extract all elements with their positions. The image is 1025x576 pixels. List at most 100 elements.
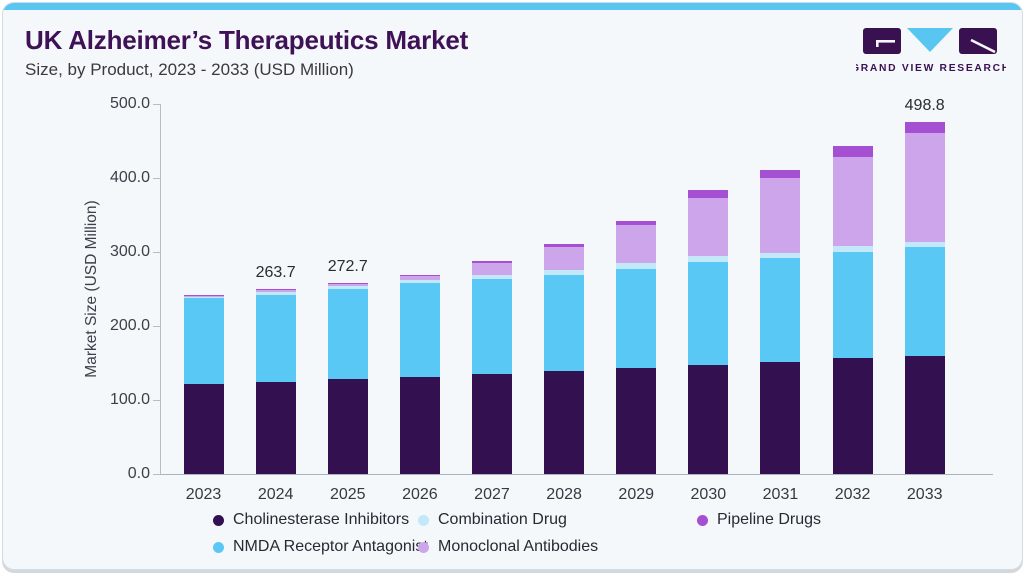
legend-label: Combination Drug (438, 511, 567, 528)
bar-segment-monoclonal-antibodies (544, 246, 585, 270)
bar-segment-monoclonal-antibodies (904, 132, 945, 243)
logo-text: GRAND VIEW RESEARCH (856, 63, 1006, 74)
bar-segment-combination-drug (832, 245, 873, 252)
bar-segment-nmda-receptor-antagonist (471, 279, 512, 374)
bar-segment-nmda-receptor-antagonist (904, 247, 945, 357)
bar-segment-nmda-receptor-antagonist (327, 289, 368, 380)
stacked-bar-chart: Market Size (USD Million) 0.0 100.0 200.0 3… (3, 3, 1022, 569)
y-axis-line (160, 104, 161, 474)
bar-segment-pipeline-drugs (832, 145, 873, 157)
legend-label: Pipeline Drugs (717, 511, 822, 528)
bar-segment-cholinesterase-inhibitors (399, 376, 440, 474)
accent-top-bar (3, 3, 1022, 10)
bar-segment-cholinesterase-inhibitors (760, 362, 801, 474)
bar-segment-monoclonal-antibodies (616, 224, 657, 264)
x-tick-label: 2024 (257, 486, 294, 503)
y-tick-mark (153, 104, 160, 105)
bar-segment-monoclonal-antibodies (688, 197, 729, 257)
legend-item-combination-drug: Combination Drug (418, 509, 697, 531)
x-tick-label: 2030 (690, 486, 727, 503)
bar-segment-monoclonal-antibodies (183, 295, 224, 297)
x-tick-label: 2031 (762, 486, 799, 503)
bar-segment-cholinesterase-inhibitors (327, 379, 368, 474)
y-axis-title: Market Size (USD Million) (83, 200, 100, 378)
bar-segment-combination-drug (327, 286, 368, 290)
bar-segment-cholinesterase-inhibitors (544, 370, 585, 474)
legend-label: Cholinesterase Inhibitors (233, 511, 410, 528)
bar-segment-nmda-receptor-antagonist (183, 298, 224, 385)
y-tick-label: 200.0 (109, 317, 150, 334)
legend-swatch-icon (697, 514, 708, 526)
y-tick-mark (153, 400, 160, 401)
bar-segment-pipeline-drugs (327, 282, 368, 284)
bar-segment-cholinesterase-inhibitors (471, 373, 512, 474)
x-tick-label: 2029 (618, 486, 655, 503)
page-subtitle: Size, by Product, 2023 - 2033 (USD Milli… (25, 60, 354, 79)
bar-segment-combination-drug (544, 269, 585, 275)
bar-segment-monoclonal-antibodies (255, 290, 296, 292)
legend-swatch-icon (418, 514, 429, 526)
y-tick-label: 100.0 (109, 391, 150, 408)
bar-segment-combination-drug (183, 296, 224, 299)
x-tick-label: 2025 (329, 486, 366, 503)
bar-segment-combination-drug (904, 242, 945, 248)
bar-segment-cholinesterase-inhibitors (904, 356, 945, 474)
legend-swatch-icon (213, 514, 224, 526)
bar-segment-nmda-receptor-antagonist (688, 262, 729, 365)
x-tick-label: 2032 (834, 486, 871, 503)
bar-segment-combination-drug (688, 256, 729, 263)
bar-segment-pipeline-drugs (616, 220, 657, 225)
bar-segment-nmda-receptor-antagonist (255, 294, 296, 382)
bar-segment-nmda-receptor-antagonist (616, 268, 657, 368)
x-tick-label: 2027 (474, 486, 510, 503)
bar-segment-cholinesterase-inhibitors (183, 384, 224, 474)
bar-segment-nmda-receptor-antagonist (760, 258, 801, 363)
y-tick-mark (153, 252, 160, 253)
bar-segment-monoclonal-antibodies (327, 283, 368, 287)
legend-label: NMDA Receptor Antagonist (233, 538, 428, 555)
bar-segment-combination-drug (471, 274, 512, 279)
bar-value-label: 263.7 (255, 264, 296, 282)
bar-segment-cholinesterase-inhibitors (616, 367, 657, 474)
y-tick-label: 300.0 (109, 243, 150, 260)
bar-segment-nmda-receptor-antagonist (544, 274, 585, 371)
bar-segment-combination-drug (399, 280, 440, 284)
bar-segment-combination-drug (616, 263, 657, 269)
chart-legend: Cholinesterase Inhibitors Combination Dru… (213, 509, 821, 558)
page-title: UK Alzheimer’s Therapeutics Market (25, 25, 469, 55)
legend-swatch-icon (213, 541, 224, 553)
x-tick-label: 2026 (402, 486, 438, 503)
bar-segment-cholinesterase-inhibitors (255, 381, 296, 474)
bar-segment-pipeline-drugs (544, 243, 585, 247)
x-tick-label: 2023 (185, 486, 222, 503)
bar-segment-pipeline-drugs (255, 289, 296, 291)
legend-item-nmda-receptor-antagonist: NMDA Receptor Antagonist (213, 536, 428, 558)
bar-value-label: 272.7 (327, 257, 368, 275)
bar-segment-pipeline-drugs (399, 274, 440, 277)
x-tick-label: 2033 (906, 486, 943, 503)
bar-segment-monoclonal-antibodies (399, 276, 440, 281)
y-tick-label: 500.0 (109, 95, 150, 112)
bar-segment-cholinesterase-inhibitors (832, 358, 873, 474)
legend-item-monoclonal-antibodies: Monoclonal Antibodies (418, 536, 697, 558)
bar-segment-cholinesterase-inhibitors (688, 364, 729, 474)
bar-segment-pipeline-drugs (688, 189, 729, 198)
grand-view-research-logo-icon: GRAND VIEW RESEARCH (856, 28, 1006, 74)
y-tick-label: 400.0 (109, 169, 150, 186)
y-tick-label: 0.0 (127, 465, 150, 482)
legend-item-pipeline-drugs: Pipeline Drugs (697, 509, 821, 531)
bar-segment-combination-drug (760, 252, 801, 259)
bar-segment-pipeline-drugs (471, 261, 512, 264)
bar-segment-nmda-receptor-antagonist (832, 251, 873, 359)
bar-segment-combination-drug (255, 291, 296, 295)
bar-segment-nmda-receptor-antagonist (399, 283, 440, 377)
y-tick-mark (153, 178, 160, 179)
x-axis-line (160, 474, 993, 475)
bar-segment-monoclonal-antibodies (471, 263, 512, 275)
y-tick-mark (153, 474, 160, 475)
bar-value-label: 498.8 (904, 96, 945, 114)
legend-label: Monoclonal Antibodies (438, 538, 599, 555)
legend-swatch-icon (418, 541, 429, 553)
bar-segment-monoclonal-antibodies (832, 156, 873, 246)
